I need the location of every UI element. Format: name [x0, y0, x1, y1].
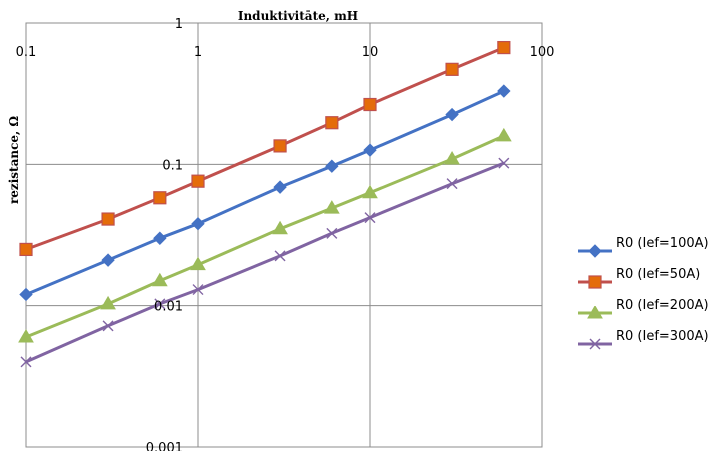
series-line	[25, 46, 505, 251]
data-point	[363, 97, 377, 112]
data-point	[190, 256, 206, 271]
data-point	[495, 127, 512, 142]
data-point	[153, 191, 167, 205]
legend-label: R0 (Ief=50A)	[616, 267, 701, 282]
data-point	[444, 151, 460, 165]
legend-swatch	[578, 338, 612, 350]
data-point	[363, 143, 377, 157]
data-point	[445, 62, 459, 76]
plot-area-border	[25, 22, 543, 448]
series-2	[19, 40, 511, 257]
legend-label: R0 (Ief=300A)	[616, 329, 709, 344]
data-point	[19, 287, 33, 302]
y-tick-label: 1	[175, 17, 183, 32]
data-point	[274, 250, 286, 262]
series-line	[25, 134, 505, 339]
y-axis-title: rezistance, Ω	[7, 116, 21, 204]
data-point	[151, 272, 168, 287]
legend-item: R0 (Ief=300A)	[578, 329, 709, 360]
data-point	[326, 227, 338, 239]
data-point	[272, 220, 288, 235]
data-point	[273, 139, 287, 153]
data-point	[192, 284, 204, 296]
data-point	[101, 212, 115, 226]
series-1	[19, 84, 511, 302]
legend-item: R0 (Ief=200A)	[578, 298, 709, 329]
legend-label: R0 (Ief=200A)	[616, 298, 709, 313]
y-tick-label: 0.1	[162, 158, 183, 173]
data-point	[446, 178, 458, 190]
legend-marker	[588, 244, 602, 258]
data-point	[154, 298, 166, 310]
series-3	[18, 127, 512, 343]
legend-swatch	[578, 244, 612, 258]
legend-item: R0 (Ief=100A)	[578, 236, 709, 267]
x-tick-label: 0.1	[16, 45, 37, 60]
data-point	[273, 180, 287, 194]
x-axis-title: Induktivitāte, mH	[238, 9, 358, 23]
legend: R0 (Ief=100A) R0 (Ief=50A) R0 (Ief=200A) R0…	[578, 236, 709, 360]
data-point	[498, 157, 510, 169]
data-point	[325, 159, 339, 173]
legend-swatch	[578, 306, 612, 319]
data-point	[19, 242, 33, 257]
data-point	[102, 320, 114, 332]
data-point	[100, 295, 116, 310]
legend-marker	[588, 275, 602, 289]
data-point	[191, 174, 205, 188]
series-4	[20, 157, 510, 368]
legend-item: R0 (Ief=50A)	[578, 267, 708, 298]
series-layer	[18, 40, 512, 368]
data-point	[191, 217, 205, 231]
axes	[25, 22, 543, 448]
axis-labels: 0.1 1 10 100 0.001 0.01 0.1 1 Induktivitāte, mH r…	[7, 9, 554, 451]
data-point	[497, 84, 511, 98]
data-point	[362, 184, 378, 199]
legend-label: R0 (Ief=100A)	[616, 236, 709, 251]
y-tick-label: 0.01	[154, 300, 183, 315]
data-point	[364, 212, 376, 224]
x-tick-label: 100	[530, 45, 555, 60]
data-point	[445, 107, 459, 122]
data-point	[18, 329, 34, 343]
legend-marker	[587, 306, 603, 319]
data-point	[101, 253, 115, 267]
data-point	[325, 116, 339, 130]
data-point	[323, 200, 340, 214]
gridlines	[25, 22, 543, 448]
y-tick-label: 0.001	[146, 441, 183, 451]
x-tick-label: 10	[362, 45, 379, 60]
legend-marker	[589, 338, 601, 350]
x-tick-label: 1	[194, 45, 202, 60]
data-point	[153, 231, 167, 245]
legend-swatch	[578, 275, 612, 289]
data-point	[497, 40, 511, 55]
data-point	[20, 356, 32, 368]
